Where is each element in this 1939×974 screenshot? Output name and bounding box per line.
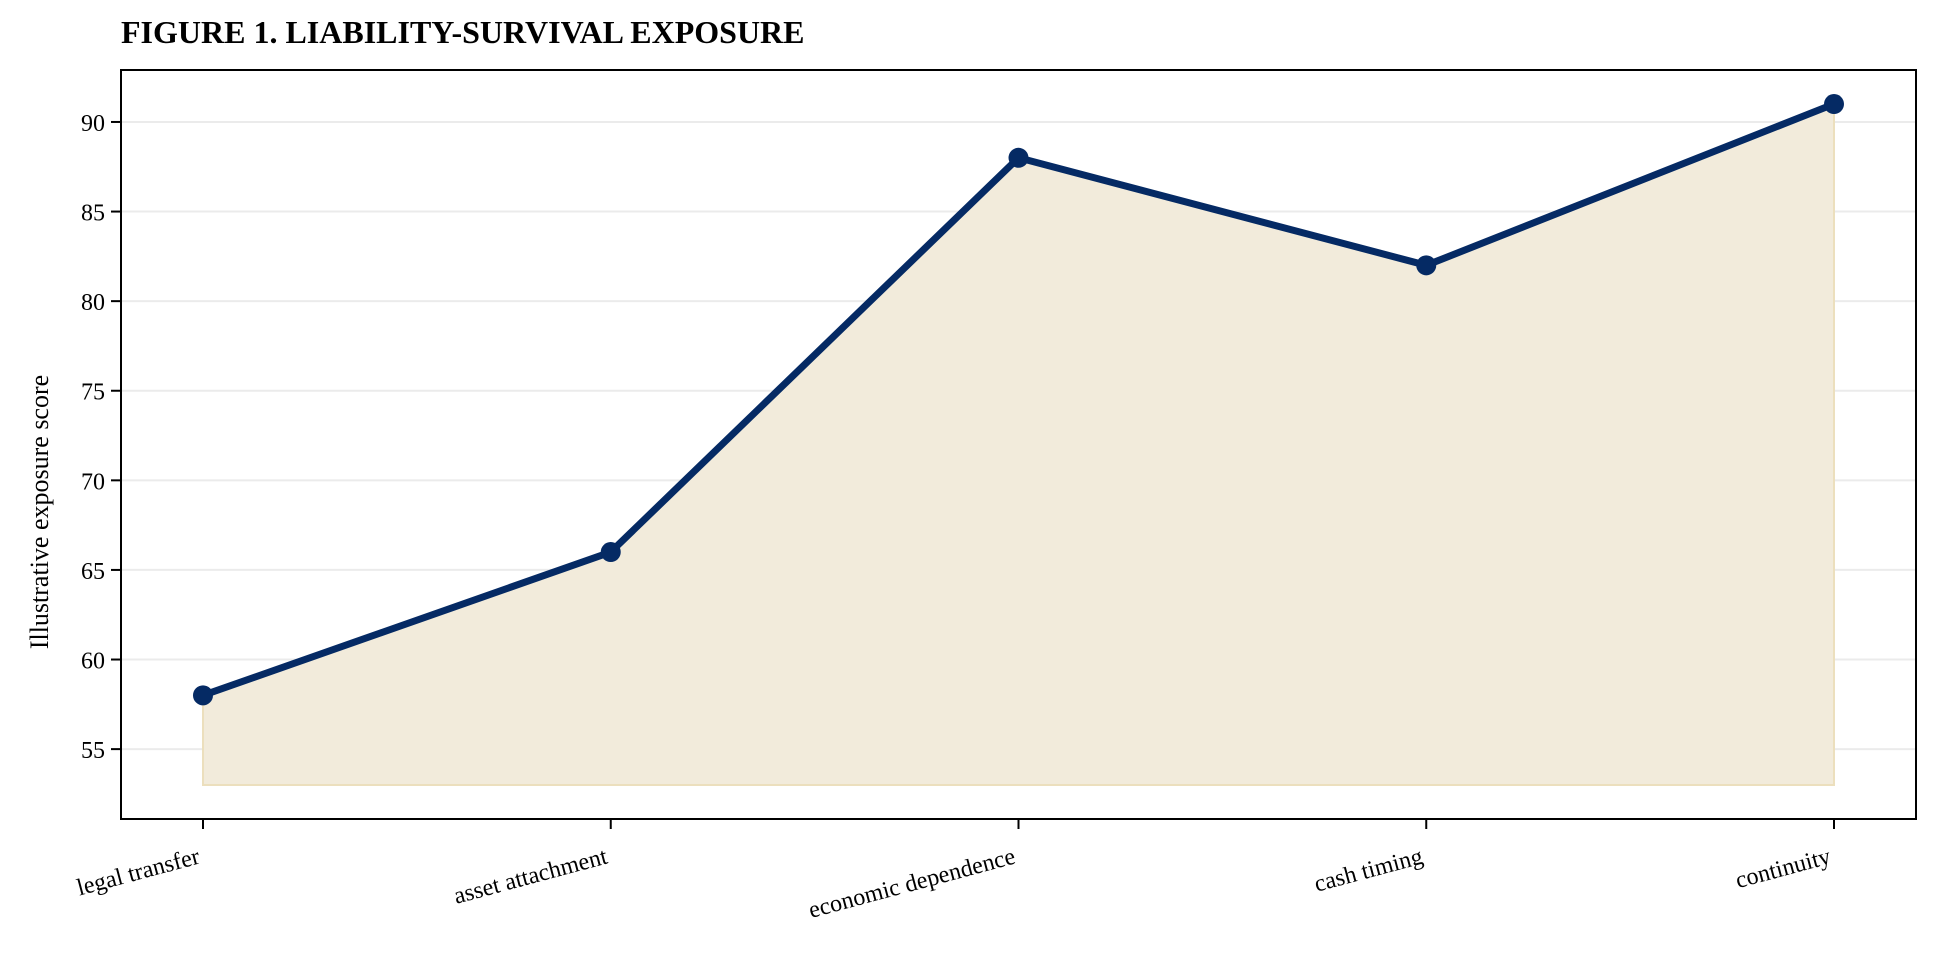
y-tick-label: 85 bbox=[81, 201, 105, 227]
y-tick-label: 90 bbox=[81, 111, 105, 137]
data-point bbox=[1416, 255, 1437, 276]
data-point bbox=[600, 542, 621, 563]
y-tick-label: 55 bbox=[81, 738, 105, 764]
y-tick-label: 65 bbox=[81, 559, 105, 585]
area-fill-layer bbox=[202, 102, 1835, 786]
data-point bbox=[193, 685, 213, 706]
y-axis: 55 60 65 70 75 80 85 90 bbox=[81, 111, 121, 764]
x-tick-label: asset attachment bbox=[451, 844, 611, 910]
y-tick-label: 60 bbox=[81, 649, 105, 675]
chart-title: FIGURE 1. LIABILITY-SURVIVAL EXPOSURE bbox=[121, 14, 805, 50]
x-tick-label: legal transfer bbox=[74, 844, 202, 902]
series-markers bbox=[193, 94, 1844, 706]
x-tick-label: cash timing bbox=[1312, 844, 1426, 898]
x-tick-label: economic dependence bbox=[806, 844, 1018, 924]
y-tick-label: 75 bbox=[81, 380, 105, 406]
y-tick-label: 70 bbox=[81, 469, 105, 495]
area-fill bbox=[202, 102, 1835, 786]
data-point bbox=[1008, 147, 1029, 168]
y-axis-label: Illustrative exposure score bbox=[25, 375, 54, 649]
data-point bbox=[1824, 94, 1844, 115]
x-tick-label: continuity bbox=[1733, 844, 1834, 894]
x-axis: legal transfer asset attachment economic d… bbox=[74, 819, 1835, 924]
y-tick-label: 80 bbox=[81, 290, 105, 316]
